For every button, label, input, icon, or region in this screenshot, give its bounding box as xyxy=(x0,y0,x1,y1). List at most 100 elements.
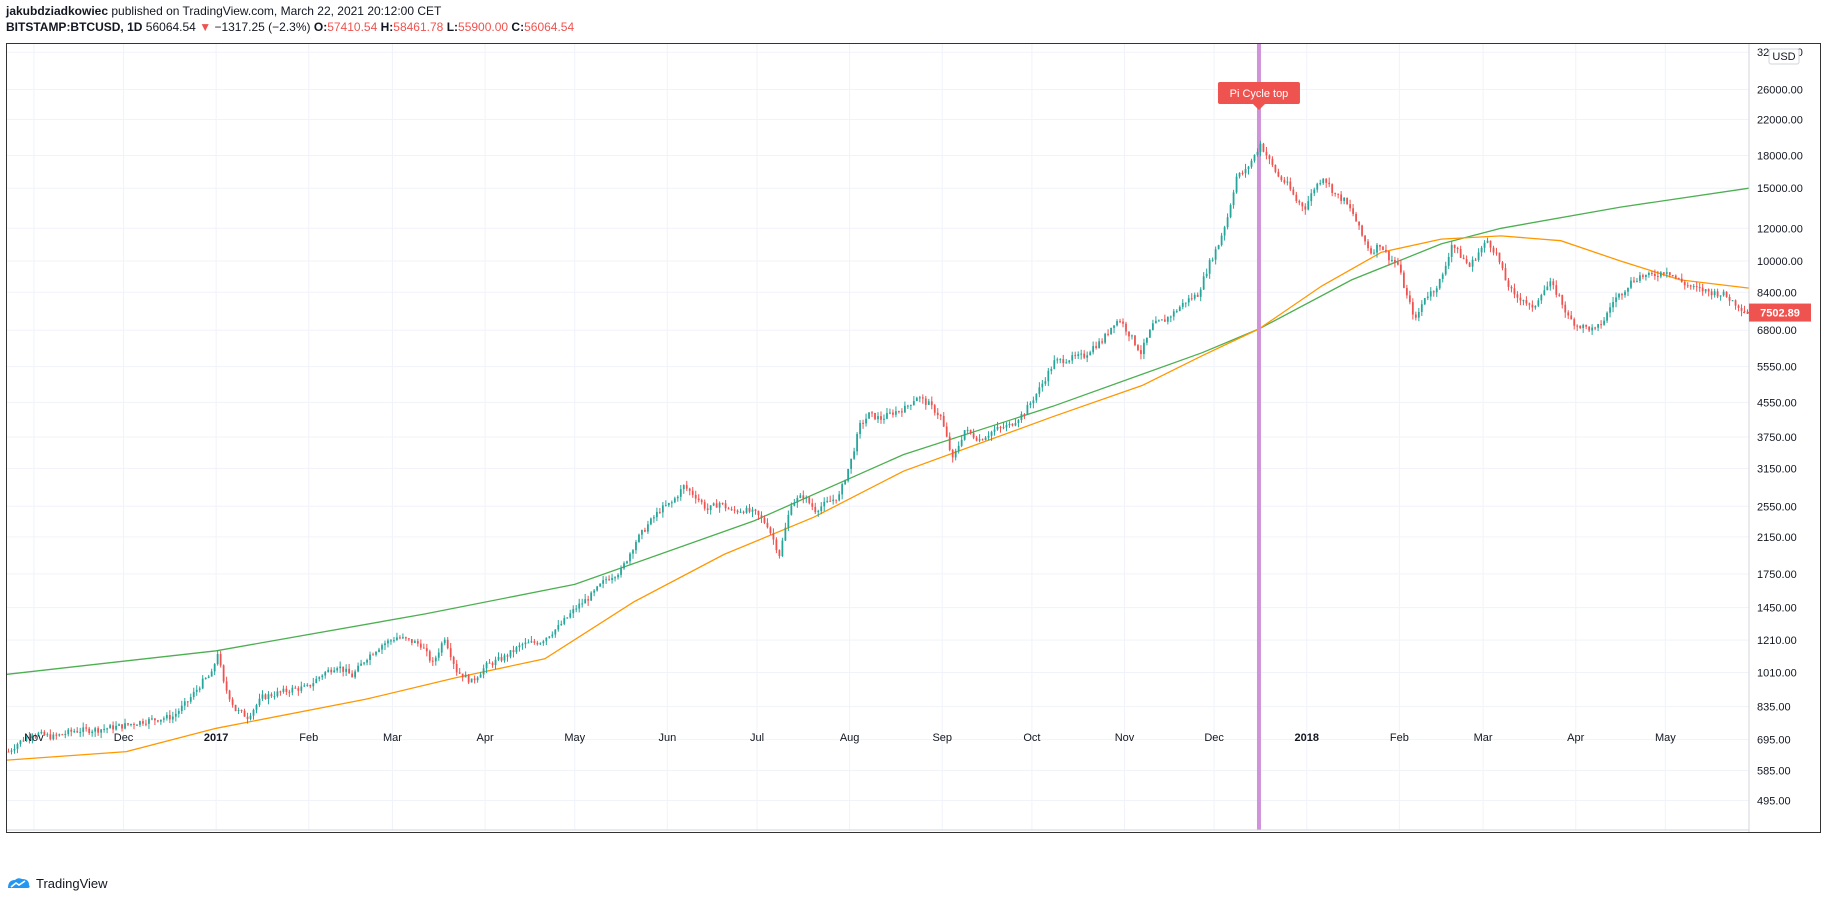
candle-body xyxy=(1400,264,1402,273)
candle-body xyxy=(1250,160,1253,167)
candle-body xyxy=(1181,302,1184,307)
candle-body xyxy=(19,740,22,745)
candle-body xyxy=(1621,293,1623,296)
candle-body xyxy=(1035,393,1038,401)
candle-body xyxy=(1376,244,1378,253)
chart-frame[interactable]: 32000.0026000.0022000.0018000.0015000.00… xyxy=(6,43,1821,833)
candle-body xyxy=(754,509,757,511)
candle-body xyxy=(742,511,745,513)
candle-body xyxy=(975,437,978,441)
candle-body xyxy=(390,640,392,642)
candle-body xyxy=(1683,281,1686,286)
x-tick-label: Aug xyxy=(840,732,860,744)
currency-badge: USD xyxy=(1768,48,1800,65)
candle-body xyxy=(1322,178,1325,184)
candle-body xyxy=(1104,333,1106,343)
symbol-label[interactable]: BITSTAMP:BTCUSD, 1D xyxy=(6,20,143,34)
candle-body xyxy=(1358,221,1360,226)
candle-body xyxy=(655,511,658,518)
candle-body xyxy=(145,723,147,725)
candle-body xyxy=(1429,291,1432,297)
candle-body xyxy=(1432,291,1435,293)
candle-body xyxy=(1465,259,1468,263)
candle-body xyxy=(847,468,850,481)
candle-body xyxy=(363,662,365,664)
author-name[interactable]: jakubdziadkowiec xyxy=(6,4,109,18)
candle-body xyxy=(1719,295,1722,297)
candle-body xyxy=(186,701,189,703)
footer-brand[interactable]: TradingView xyxy=(36,875,108,891)
candle-body xyxy=(951,449,954,458)
candle-body xyxy=(1202,276,1205,290)
candle-body xyxy=(1507,280,1510,287)
candle-body xyxy=(1143,342,1145,355)
candle-body xyxy=(727,508,730,510)
axes xyxy=(7,44,1750,832)
candle-body xyxy=(1692,286,1695,288)
candle-body xyxy=(892,412,894,415)
candle-body xyxy=(1122,321,1124,324)
candle-body xyxy=(1671,274,1674,276)
candle-body xyxy=(294,687,297,689)
x-tick-label: Oct xyxy=(1023,732,1040,744)
candle-body xyxy=(136,724,138,726)
candle-body xyxy=(1235,176,1238,193)
candle-body xyxy=(1116,321,1118,326)
candle-body xyxy=(886,413,888,419)
candle-body xyxy=(1695,286,1698,288)
candle-body xyxy=(357,665,359,672)
candle-body xyxy=(1552,281,1555,286)
candle-body xyxy=(360,663,362,666)
candle-body xyxy=(933,405,936,413)
candle-body xyxy=(1125,323,1127,332)
candle-body xyxy=(1408,295,1411,303)
candle-body xyxy=(632,550,634,554)
chart-header: jakubdziadkowiec published on TradingVie… xyxy=(6,3,1806,35)
candle-body xyxy=(458,672,461,674)
candle-body xyxy=(1474,259,1477,261)
published-text: published on TradingView.com, March 22, … xyxy=(111,4,442,18)
price-axis[interactable]: 32000.0026000.0022000.0018000.0015000.00… xyxy=(1757,47,1803,807)
candle-body xyxy=(996,427,999,430)
y-tick-label: 18000.00 xyxy=(1757,150,1803,162)
candle-body xyxy=(790,505,793,515)
candle-body xyxy=(1438,278,1441,289)
candle-body xyxy=(10,750,13,752)
candle-body xyxy=(1020,414,1023,421)
candle-body xyxy=(1193,294,1196,299)
candle-body xyxy=(22,740,25,742)
candle-body xyxy=(721,502,724,504)
candle-body xyxy=(685,485,688,489)
candle-body xyxy=(524,642,527,645)
candle-body xyxy=(805,497,808,499)
candle-body xyxy=(1531,304,1534,308)
candle-body xyxy=(127,723,129,725)
candle-body xyxy=(345,668,348,672)
candle-body xyxy=(1080,353,1083,355)
candle-body xyxy=(793,502,796,506)
candle-body xyxy=(551,634,554,637)
candle-body xyxy=(1319,183,1322,185)
candle-body xyxy=(159,719,162,722)
candle-body xyxy=(539,643,542,645)
candle-body xyxy=(1002,427,1005,429)
candle-body xyxy=(240,710,243,712)
candle-body xyxy=(817,511,820,513)
candle-body xyxy=(1615,297,1617,303)
candle-body xyxy=(993,429,996,432)
candle-body xyxy=(246,716,249,719)
time-axis[interactable]: Nov Dec 2017 Feb Mar Apr May Jun Jul Aug Sep Oct Nov… xyxy=(24,732,1676,744)
candle-body xyxy=(351,673,354,678)
price-chart[interactable]: 32000.0026000.0022000.0018000.0015000.00… xyxy=(6,44,1820,832)
candle-body xyxy=(1636,280,1638,282)
candle-body xyxy=(844,480,847,485)
candle-body xyxy=(1196,294,1199,297)
pi-cycle-line xyxy=(1256,44,1261,830)
y-tick-label: 6800.00 xyxy=(1757,325,1797,337)
candle-body xyxy=(1650,272,1653,274)
candle-body xyxy=(291,687,294,693)
candle-body xyxy=(1352,208,1354,214)
candle-body xyxy=(228,690,231,700)
candle-body xyxy=(1582,324,1585,329)
candle-body xyxy=(584,599,587,604)
